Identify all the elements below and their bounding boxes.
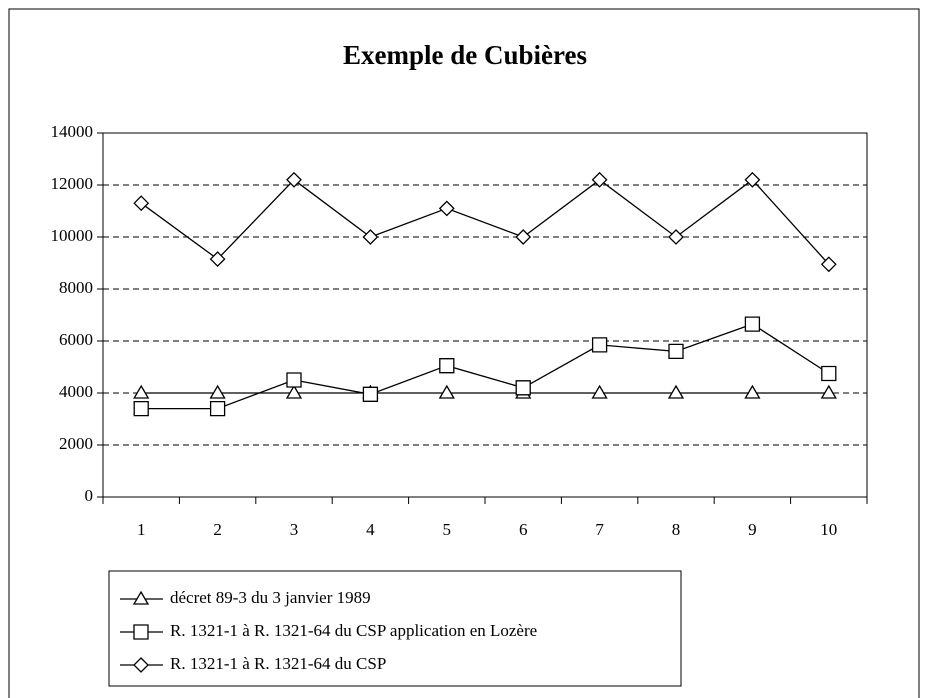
y-tick-label: 6000 bbox=[59, 330, 93, 349]
data-point bbox=[133, 195, 150, 212]
legend-label: R. 1321-1 à R. 1321-64 du CSP bbox=[170, 654, 386, 673]
x-tick-label: 10 bbox=[820, 520, 837, 539]
y-tick-label: 10000 bbox=[51, 226, 94, 245]
data-point bbox=[667, 384, 685, 399]
x-tick-label: 1 bbox=[137, 520, 146, 539]
x-tick-label: 3 bbox=[290, 520, 299, 539]
data-point bbox=[362, 229, 379, 245]
legend-marker bbox=[133, 657, 149, 673]
data-point bbox=[591, 337, 608, 353]
series-line bbox=[140, 178, 830, 265]
data-point bbox=[821, 365, 837, 382]
y-tick-label: 8000 bbox=[59, 278, 93, 297]
data-point bbox=[438, 200, 455, 217]
data-point bbox=[133, 400, 149, 417]
x-tick-label: 7 bbox=[595, 520, 604, 539]
data-point bbox=[591, 384, 608, 399]
x-tick-label: 8 bbox=[672, 520, 681, 539]
series-line bbox=[141, 323, 830, 410]
chart-border bbox=[8, 8, 920, 698]
chart-title: Exemple de Cubières bbox=[343, 40, 587, 70]
data-point bbox=[362, 386, 379, 402]
data-point bbox=[286, 372, 302, 388]
data-point bbox=[820, 256, 837, 273]
y-tick-label: 14000 bbox=[51, 122, 94, 141]
data-point bbox=[439, 358, 455, 374]
y-tick-label: 0 bbox=[85, 486, 94, 505]
data-point bbox=[591, 171, 608, 188]
data-point bbox=[668, 343, 684, 360]
y-tick-label: 4000 bbox=[59, 382, 93, 401]
data-point bbox=[744, 384, 761, 399]
legend-label: décret 89-3 du 3 janvier 1989 bbox=[170, 588, 371, 607]
legend-marker bbox=[132, 590, 150, 605]
data-point bbox=[820, 384, 837, 399]
data-point bbox=[438, 384, 455, 399]
data-point bbox=[209, 400, 226, 417]
data-point bbox=[744, 171, 761, 188]
legend-marker bbox=[133, 624, 149, 640]
legend-label: R. 1321-1 à R. 1321-64 du CSP applicatio… bbox=[170, 621, 537, 640]
data-point bbox=[133, 384, 150, 399]
data-point bbox=[209, 251, 226, 268]
y-tick-label: 2000 bbox=[59, 434, 93, 453]
x-tick-label: 4 bbox=[366, 520, 375, 539]
x-tick-label: 6 bbox=[519, 520, 528, 539]
data-point bbox=[285, 384, 303, 399]
data-point bbox=[209, 384, 226, 399]
x-tick-label: 2 bbox=[213, 520, 222, 539]
plot-frame bbox=[103, 132, 868, 497]
data-point bbox=[515, 229, 532, 245]
data-point bbox=[744, 316, 761, 332]
x-tick-label: 9 bbox=[748, 520, 757, 539]
legend-box bbox=[108, 570, 682, 687]
x-tick-label: 5 bbox=[443, 520, 452, 539]
data-point bbox=[668, 229, 684, 245]
y-tick-label: 12000 bbox=[51, 174, 94, 193]
data-point bbox=[515, 380, 531, 396]
data-point bbox=[286, 171, 302, 188]
